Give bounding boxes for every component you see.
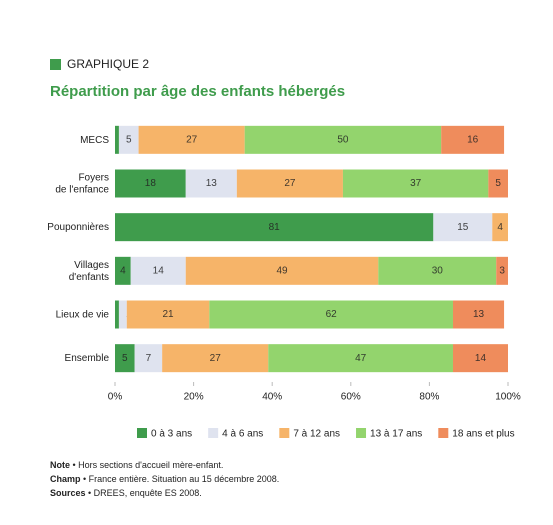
legend-label: 13 à 17 ans [370,429,422,440]
bar-segment [138,125,245,154]
value-label: 5 [122,353,128,364]
value-label: 13 [206,178,218,189]
bar-segment [452,300,505,329]
bar-segment [209,300,453,329]
legend-label: 7 à 12 ans [293,429,340,440]
y-tick-label: Foyers de l'enfance [55,172,109,195]
legend-label: 0 à 3 ans [151,429,192,440]
bar-segment [134,344,163,373]
bar-segment [115,344,135,373]
value-label: 21 [162,309,174,320]
value-label: 49 [276,265,288,276]
value-label: 16 [467,134,479,145]
y-tick-label-line: Villages [74,259,109,270]
bar-segment [115,169,186,198]
bar-segment [118,300,127,329]
note-text: • Hors sections d'accueil mère-enfant. [70,460,223,470]
bar-segment [126,300,210,329]
bar-segment [452,344,508,373]
note-label: Sources [50,488,86,498]
y-tick-label-line: de l'enfance [55,184,109,195]
note-label: Champ [50,474,81,484]
bar-segment [496,256,508,285]
bar-segment [342,169,489,198]
value-label: 81 [269,222,281,233]
bar-segment [115,300,119,329]
note: Note • Hors sections d'accueil mère-enfa… [50,460,223,470]
y-tick-label: Pouponnières [47,222,109,233]
legend-swatch [279,428,290,438]
value-label: 5 [126,134,132,145]
legend-label: 4 à 6 ans [222,429,263,440]
note: Champ • France entière. Situation au 15 … [50,474,279,484]
value-label: 27 [186,134,198,145]
value-label: 27 [210,353,222,364]
y-tick-label-line: Foyers [78,172,109,183]
chart-label: GRAPHIQUE 2 [67,57,149,71]
value-label: 7 [146,353,152,364]
bar-segment [441,125,505,154]
y-tick-label-line: Pouponnières [47,222,109,233]
value-label: 15 [457,222,469,233]
bar-segment [162,344,269,373]
bar-segment [118,125,139,154]
y-tick-label-line: Ensemble [65,353,110,364]
value-label: 4 [497,222,503,233]
bar-segment [492,213,508,242]
value-label: 18 [145,178,157,189]
value-label: 13 [473,309,485,320]
legend-swatch [137,428,147,438]
x-tick-label: 40% [262,392,282,403]
y-tick-label: Ensemble [65,353,110,364]
x-tick-label: 100% [495,392,521,403]
bar-segment [268,344,453,373]
note: Sources • DREES, enquête ES 2008. [50,488,202,498]
value-label: 4 [120,265,126,276]
x-tick-label: 0% [108,392,123,403]
x-tick-label: 20% [184,392,204,403]
value-label: 47 [355,353,367,364]
y-tick-label: Villages d'enfants [69,259,109,282]
legend-swatch [438,428,449,438]
note-text: • France entière. Situation au 15 décemb… [81,474,280,484]
y-tick-label-line: d'enfants [69,271,109,282]
bar-segment [488,169,508,198]
y-tick-label-line: MECS [80,134,109,145]
note-text: • DREES, enquête ES 2008. [86,488,202,498]
bar-segment [244,125,442,154]
value-label: 3 [499,265,505,276]
bar-segment [433,213,493,242]
y-tick-label: Lieux de vie [56,309,110,320]
note-label: Note [50,460,70,470]
value-label: 37 [410,178,422,189]
value-label: 14 [153,265,165,276]
value-label: 27 [284,178,296,189]
y-tick-label: MECS [80,134,109,145]
bar-segment [115,213,434,242]
value-label: 62 [326,309,338,320]
bar-segment [115,256,131,285]
bar-segment [130,256,186,285]
legend-swatch [208,428,219,438]
bar-segment [115,125,119,154]
x-tick-label: 60% [341,392,361,403]
legend-label: 18 ans et plus [452,429,514,440]
y-tick-label-line: Lieux de vie [56,309,110,320]
chart-title: Répartition par âge des enfants hébergés [50,83,345,100]
x-tick-label: 80% [419,392,439,403]
value-label: 5 [495,178,501,189]
bar-segment [185,169,237,198]
value-label: 30 [432,265,444,276]
bar-segment [378,256,497,285]
bar-segment [185,256,379,285]
legend-swatch [356,428,367,438]
bar-segment [236,169,343,198]
label-square [50,59,61,70]
value-label: 14 [475,353,487,364]
value-label: 50 [337,134,349,145]
